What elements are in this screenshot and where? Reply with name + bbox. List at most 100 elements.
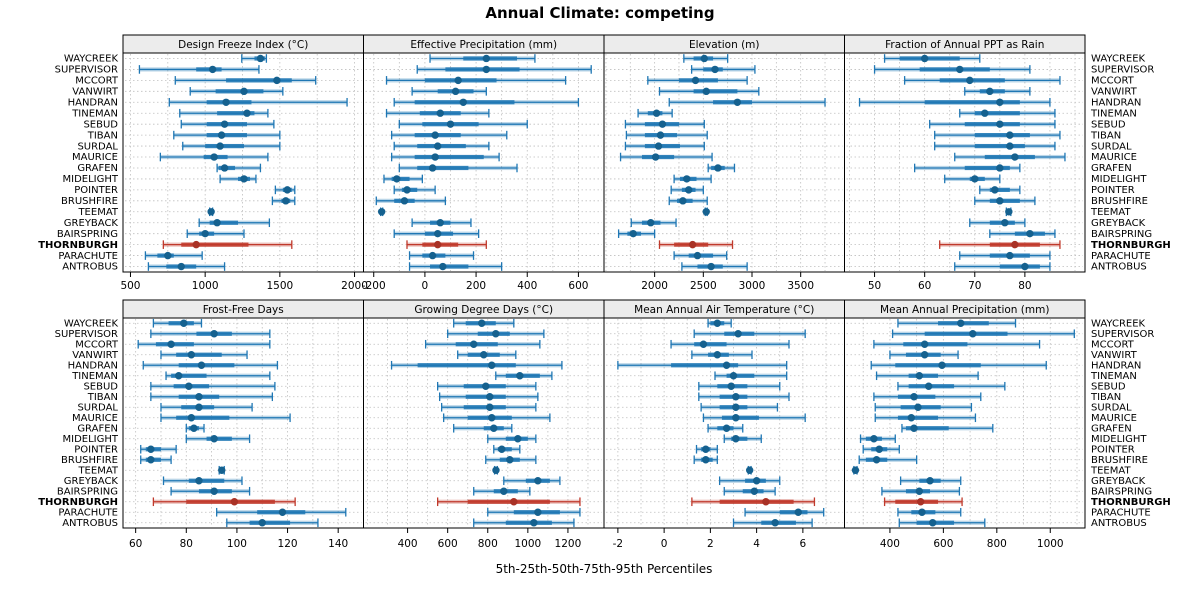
median-dot [752, 477, 761, 485]
axis-tick-label: 500 [120, 280, 140, 292]
axis-tick-label: 0 [422, 280, 429, 292]
site-label-right: SEBUD [1091, 381, 1126, 392]
site-label-left: POINTER [74, 185, 118, 196]
site-label-right: SUPERVISOR [1091, 329, 1154, 340]
panel-box [122, 317, 364, 529]
axis-tick-label: 4 [753, 538, 760, 550]
axis-tick-label: 600 [933, 538, 953, 550]
median-dot [482, 382, 490, 390]
median-dot [185, 382, 193, 390]
site-label-left: TEEMAT [77, 207, 118, 218]
median-dot [377, 208, 386, 216]
site-label-right: MCCORT [1091, 76, 1135, 87]
site-label-left: MCCORT [75, 76, 119, 87]
median-dot [393, 175, 401, 183]
median-dot [436, 219, 444, 227]
median-dot [969, 330, 977, 338]
site-label-right: BAIRSPRING [1091, 486, 1152, 497]
percentile-bar-25-75 [984, 154, 1035, 160]
percentile-bar-25-75 [176, 352, 222, 357]
percentile-bar-25-75 [908, 373, 939, 378]
figure-title: Annual Climate: competing [485, 4, 715, 22]
median-dot [996, 98, 1004, 106]
percentile-bar-25-75 [414, 154, 484, 160]
percentile-bar-25-75 [417, 143, 466, 149]
percentile-bar-25-75 [693, 89, 738, 94]
median-dot [1026, 229, 1034, 238]
axis-tick-label: 50 [868, 280, 881, 292]
median-dot [910, 424, 918, 432]
median-dot [652, 109, 661, 117]
axis-tick-label: 3500 [787, 280, 814, 292]
median-dot [733, 98, 742, 106]
median-dot [195, 477, 203, 485]
site-label-right: MIDELIGHT [1091, 174, 1147, 185]
median-dot [208, 65, 217, 74]
median-dot [727, 382, 735, 390]
site-label-right: TEEMAT [1090, 207, 1131, 218]
median-dot [1006, 131, 1014, 139]
median-dot [916, 498, 925, 506]
median-dot [400, 197, 409, 205]
site-label-left: VANWIRT [72, 350, 119, 361]
median-dot [915, 487, 924, 495]
site-label-left: BRUSHFIRE [61, 196, 118, 207]
median-dot [220, 164, 229, 172]
panel-box [363, 52, 605, 273]
site-label-left: HANDRAN [68, 360, 118, 371]
median-dot [207, 208, 215, 216]
axis-tick-label: 400 [398, 538, 418, 550]
median-dot [679, 197, 687, 205]
percentile-caption: 5th-25th-50th-75th-95th Percentiles [495, 562, 713, 576]
median-dot [220, 120, 229, 128]
median-dot [1005, 208, 1013, 216]
percentile-bar-25-75 [430, 264, 469, 269]
site-label-right: TIBAN [1090, 130, 1121, 141]
site-label-right: HANDRAN [1091, 97, 1141, 108]
percentile-bar-25-75 [897, 415, 939, 420]
median-dot [699, 340, 708, 348]
median-dot [713, 319, 722, 327]
median-dot [174, 372, 183, 380]
axis-tick-label: 80 [180, 538, 193, 550]
median-dot [1001, 219, 1009, 227]
axis-tick-label: 2500 [690, 280, 717, 292]
median-dot [530, 519, 538, 527]
median-dot [1021, 262, 1029, 271]
site-label-right: VANWIRT [1091, 350, 1138, 361]
site-label-left: WAYCREEK [64, 318, 119, 329]
median-dot [282, 197, 290, 205]
axis-tick-label: 800 [478, 538, 498, 550]
site-label-right: THORNBURGH [1091, 497, 1171, 508]
site-label-right: SEBUD [1091, 119, 1126, 130]
site-label-left: MCCORT [75, 339, 119, 350]
site-label-left: TEEMAT [77, 465, 118, 476]
site-label-right: SURDAL [1091, 402, 1132, 413]
percentile-bar-25-75 [964, 122, 1020, 127]
percentile-bar-25-75 [465, 394, 506, 399]
median-dot [258, 519, 266, 527]
site-label-left: TINEMAN [71, 371, 118, 382]
median-dot [492, 330, 500, 338]
median-dot [436, 109, 444, 117]
site-label-left: MIDELIGHT [63, 174, 119, 185]
median-dot [870, 435, 878, 443]
axis-tick-label: 70 [968, 280, 981, 292]
site-label-left: BAIRSPRING [57, 229, 118, 240]
median-dot [190, 424, 198, 432]
median-dot [926, 477, 934, 485]
axis-tick-label: 1500 [266, 280, 293, 292]
site-label-left: PARACHUTE [58, 507, 118, 518]
site-label-right: MIDELIGHT [1091, 434, 1147, 445]
median-dot [195, 393, 203, 401]
median-dot [147, 456, 155, 464]
median-dot [431, 153, 439, 161]
median-dot [920, 54, 929, 63]
axis-tick-label: 60 [918, 280, 931, 292]
axis-tick-label: 140 [328, 538, 348, 550]
median-dot [722, 424, 731, 432]
strip-title: Fraction of Annual PPT as Rain [885, 39, 1044, 51]
median-dot [722, 361, 731, 369]
median-dot [707, 262, 715, 271]
